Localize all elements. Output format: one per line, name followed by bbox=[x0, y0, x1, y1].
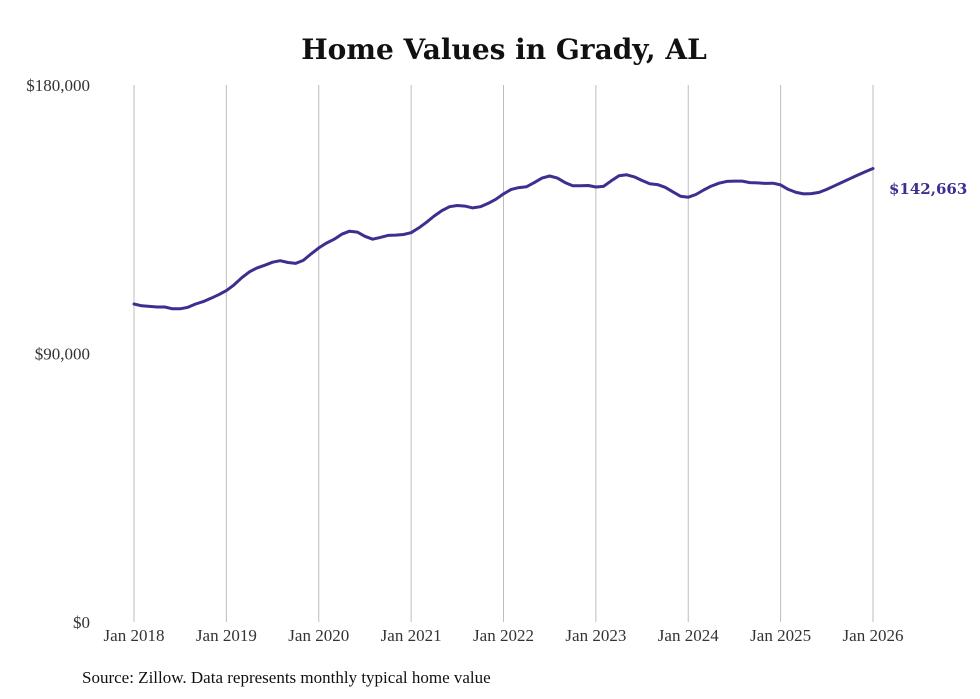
y-tick-label: $0 bbox=[73, 613, 90, 632]
x-tick-label: Jan 2025 bbox=[750, 626, 811, 645]
gridlines bbox=[133, 85, 874, 622]
x-tick-label: Jan 2020 bbox=[288, 626, 349, 645]
y-tick-label: $90,000 bbox=[35, 345, 90, 364]
x-tick-label: Jan 2019 bbox=[196, 626, 257, 645]
home-value-line bbox=[132, 167, 875, 311]
latest-value-label: $142,663 bbox=[889, 180, 967, 198]
x-axis: Jan 2018 Jan 2019 Jan 2020 Jan 2021 Jan 2022… bbox=[104, 626, 904, 645]
x-tick-label: Jan 2018 bbox=[104, 626, 165, 645]
x-tick-label: Jan 2022 bbox=[473, 626, 534, 645]
x-tick-label: Jan 2024 bbox=[658, 626, 719, 645]
x-tick-label: Jan 2023 bbox=[565, 626, 626, 645]
y-tick-label: $180,000 bbox=[26, 76, 90, 95]
x-tick-label: Jan 2026 bbox=[843, 626, 904, 645]
y-axis: $0 $90,000 $180,000 bbox=[26, 76, 90, 632]
x-tick-label: Jan 2021 bbox=[381, 626, 442, 645]
chart-title: Home Values in Grady, AL bbox=[301, 33, 707, 66]
source-note: Source: Zillow. Data represents monthly … bbox=[82, 668, 491, 687]
